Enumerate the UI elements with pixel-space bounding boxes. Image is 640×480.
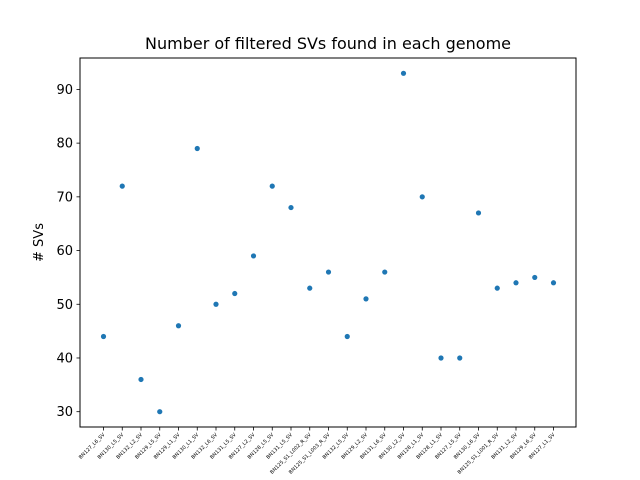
y-tick-label: 90	[56, 83, 73, 98]
data-point	[494, 285, 500, 291]
data-point	[457, 355, 463, 361]
y-tick-label: 40	[56, 351, 73, 366]
data-point	[513, 280, 519, 286]
data-point	[157, 409, 163, 415]
data-point	[232, 290, 238, 297]
data-point	[400, 70, 407, 76]
y-tick-label: 50	[56, 298, 73, 313]
chart-title: Number of filtered SVs found in each gen…	[145, 34, 511, 53]
data-point	[475, 210, 482, 216]
plot-frame	[79, 57, 577, 428]
y-tick-label: 70	[56, 190, 73, 205]
data-point	[175, 323, 182, 329]
data-point	[382, 269, 388, 275]
data-point	[138, 376, 144, 383]
data-point	[363, 296, 369, 302]
data-point	[194, 145, 200, 152]
data-point	[119, 183, 125, 189]
data-point	[100, 333, 107, 340]
y-axis-label: # SVs	[32, 223, 47, 262]
data-point	[307, 285, 313, 291]
data-point	[532, 274, 538, 281]
data-point	[250, 253, 257, 259]
data-point	[419, 194, 425, 200]
y-tick-label: 80	[56, 137, 73, 152]
data-point	[288, 204, 294, 211]
data-point	[344, 333, 350, 340]
data-point	[213, 301, 219, 307]
data-point	[438, 355, 444, 361]
y-tick-label: 30	[56, 405, 73, 420]
data-point	[325, 269, 332, 275]
data-point	[269, 183, 275, 189]
data-point	[550, 280, 557, 286]
y-tick-label: 60	[56, 244, 73, 259]
